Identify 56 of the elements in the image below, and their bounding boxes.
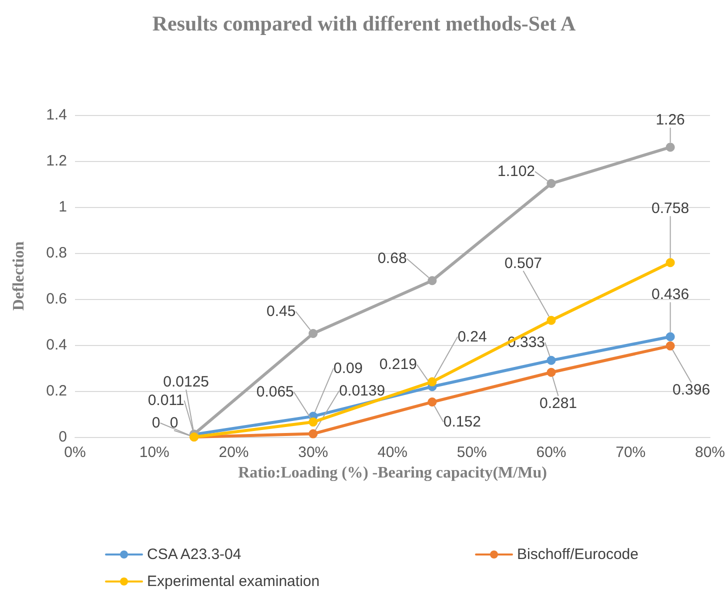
- data-label: 1.102: [497, 163, 536, 180]
- data-label: 0.68: [378, 250, 407, 268]
- y-axis-title: Deflection: [10, 241, 28, 311]
- y-tick-label: 1: [58, 198, 67, 216]
- data-label: 0: [170, 414, 178, 432]
- point: [308, 429, 318, 438]
- data-label: 0.758: [652, 200, 690, 218]
- data-label: 1.26: [656, 112, 685, 129]
- point: [546, 356, 556, 365]
- data-label: 0.507: [504, 254, 542, 272]
- x-tick-label: 10%: [139, 444, 170, 461]
- y-tick-label: 0: [58, 428, 67, 446]
- data-label: 0.065: [256, 384, 294, 401]
- legend-label: CSA A23.3-04: [147, 546, 242, 563]
- data-label: 0.436: [652, 286, 690, 304]
- x-tick-label: 70%: [616, 444, 646, 461]
- point: [428, 377, 437, 386]
- point: [308, 329, 318, 338]
- data-label: 0.09: [334, 360, 363, 377]
- y-tick-label: 1.2: [46, 152, 67, 170]
- x-tick-label: 30%: [298, 444, 328, 461]
- data-label: 0.0125: [163, 374, 210, 391]
- data-label: 0.396: [672, 381, 710, 398]
- x-tick-label: 0%: [64, 444, 86, 461]
- point: [428, 276, 437, 286]
- point: [666, 142, 675, 152]
- chart-title: Results compared with different methods-Set A: [152, 12, 576, 36]
- data-label: 0.011: [148, 392, 184, 409]
- point: [546, 316, 556, 325]
- point: [546, 179, 556, 188]
- point: [546, 368, 556, 377]
- x-axis-title: Ratio:Loading (%) -Bearing capacity(M/Mu): [238, 464, 547, 482]
- legend-label: Bischoff/Eurocode: [517, 546, 638, 563]
- point: [666, 341, 675, 350]
- data-label: 0.45: [266, 303, 296, 320]
- x-tick-label: 80%: [694, 444, 726, 461]
- point: [308, 418, 318, 427]
- x-tick-label: 50%: [456, 444, 487, 461]
- y-tick-label: 0.8: [46, 244, 67, 262]
- data-label: 0.0139: [339, 382, 386, 400]
- point: [666, 332, 675, 342]
- legend-label: Experimental examination: [147, 573, 320, 590]
- x-tick-label: 40%: [377, 444, 408, 461]
- data-label: 0.281: [539, 394, 578, 412]
- data-label: 0.24: [458, 328, 487, 346]
- point: [666, 258, 675, 268]
- x-tick-label: 20%: [218, 444, 249, 461]
- y-tick-label: 0.4: [46, 336, 67, 354]
- y-tick-label: 0.2: [46, 382, 67, 400]
- y-tick-label: 1.4: [46, 106, 67, 124]
- x-tick-label: 60%: [536, 444, 566, 461]
- data-label: 0.219: [379, 356, 417, 374]
- point: [428, 398, 437, 407]
- y-tick-label: 0.6: [46, 290, 67, 308]
- data-label: 0: [152, 414, 160, 432]
- data-label: 0.152: [443, 414, 481, 431]
